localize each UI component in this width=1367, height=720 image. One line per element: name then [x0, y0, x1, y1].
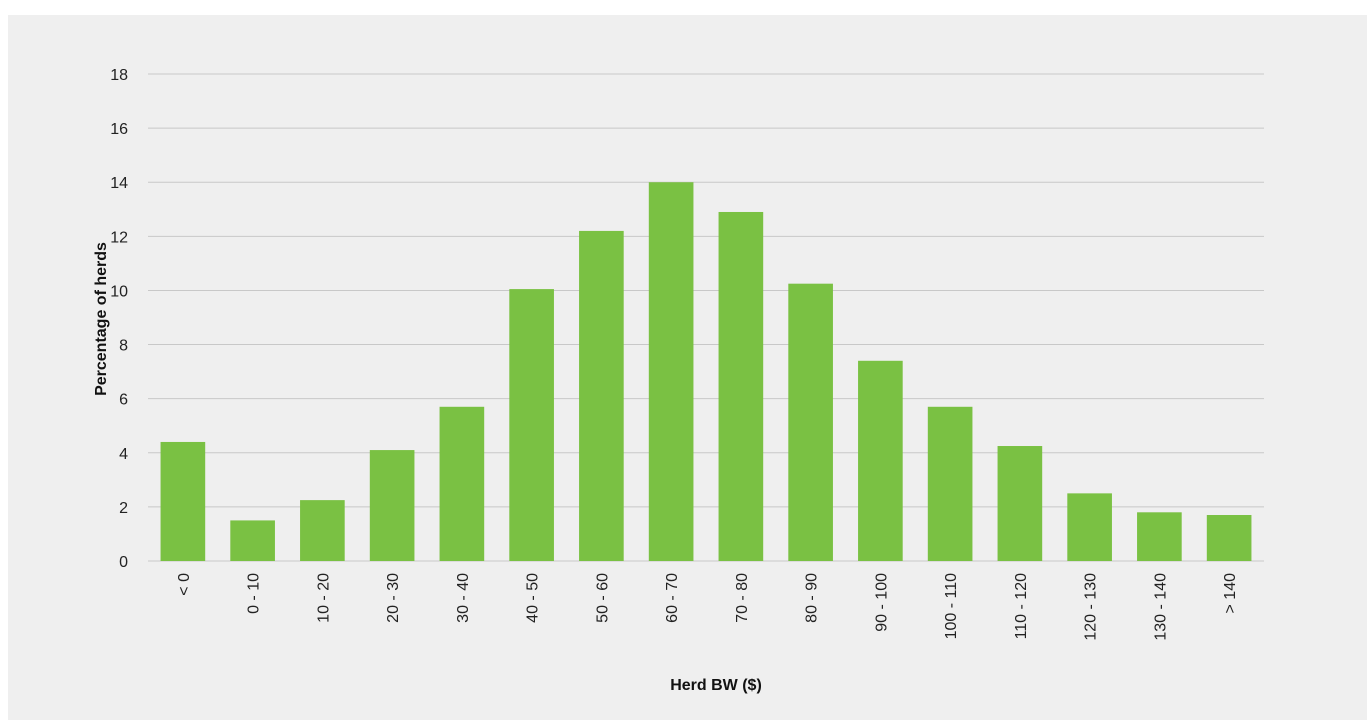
- y-tick-label: 10: [110, 283, 128, 300]
- chart-panel: 0 2 4 6 8 10 12 14 16 18 < 0 0 - 10 10 - 20 20 - 30 3…: [8, 15, 1367, 720]
- bar: [439, 406, 485, 561]
- y-tick-label: 0: [119, 554, 128, 571]
- y-tick-label: 6: [119, 392, 128, 409]
- x-tick-label: 70 - 80: [734, 573, 751, 623]
- x-axis-title: Herd BW ($): [670, 677, 762, 694]
- gridlines: [148, 73, 1264, 562]
- bar: [718, 211, 764, 561]
- y-tick-label: 16: [110, 121, 128, 138]
- x-tick-label: 10 - 20: [315, 573, 332, 623]
- bar: [1067, 493, 1112, 561]
- x-tick-label: 0 - 10: [246, 573, 263, 614]
- bar: [1206, 515, 1252, 561]
- x-tick-label: 50 - 60: [594, 573, 611, 623]
- bar: [369, 450, 415, 561]
- bars: [160, 182, 1252, 561]
- bar: [579, 230, 624, 561]
- x-tick-labels: < 0 0 - 10 10 - 20 20 - 30 30 - 40 40 - 50 50 …: [176, 573, 1239, 641]
- bar: [1137, 512, 1182, 561]
- bar: [509, 289, 554, 561]
- x-tick-label: 110 - 120: [1013, 573, 1030, 640]
- y-tick-label: 14: [110, 175, 128, 192]
- y-tick-label: 8: [119, 338, 128, 355]
- x-tick-label: 130 - 140: [1152, 573, 1169, 641]
- x-tick-label: > 140: [1222, 573, 1239, 614]
- x-tick-label: < 0: [176, 573, 193, 596]
- y-tick-label: 2: [119, 500, 128, 517]
- x-tick-label: 100 - 110: [943, 573, 960, 640]
- x-tick-label: 90 - 100: [873, 573, 890, 632]
- x-tick-label: 80 - 90: [804, 573, 821, 623]
- bar-chart: 0 2 4 6 8 10 12 14 16 18 < 0 0 - 10 10 - 20 20 - 30 3…: [93, 67, 1264, 694]
- y-tick-label: 12: [110, 229, 128, 246]
- y-axis-title: Percentage of herds: [93, 242, 110, 396]
- x-tick-label: 40 - 50: [525, 573, 542, 623]
- x-tick-label: 30 - 40: [455, 573, 472, 623]
- y-tick-label: 18: [110, 67, 128, 84]
- bar: [160, 441, 206, 561]
- bar: [648, 182, 694, 561]
- bar: [927, 406, 973, 561]
- x-tick-label: 120 - 130: [1083, 573, 1100, 641]
- bar: [997, 446, 1043, 561]
- x-tick-label: 60 - 70: [664, 573, 681, 623]
- y-tick-labels: 0 2 4 6 8 10 12 14 16 18: [110, 67, 128, 571]
- bar: [788, 283, 833, 561]
- bar: [230, 520, 275, 561]
- x-tick-label: 20 - 30: [385, 573, 402, 623]
- bar: [858, 360, 903, 561]
- bar: [300, 500, 345, 561]
- y-tick-label: 4: [119, 446, 128, 463]
